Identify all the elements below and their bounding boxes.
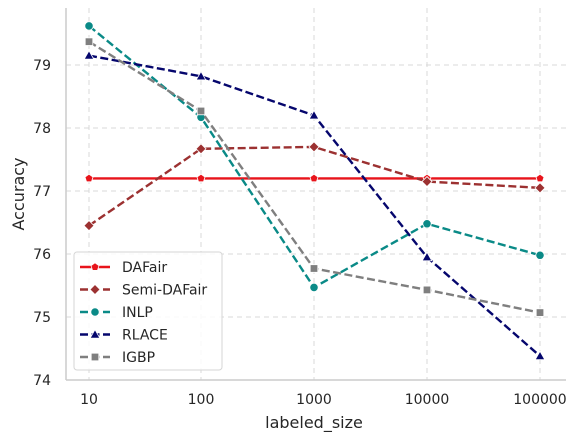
data-point bbox=[196, 106, 206, 116]
x-tick-label: 10000 bbox=[405, 392, 450, 408]
series-dafair bbox=[84, 173, 545, 183]
data-point bbox=[309, 173, 319, 183]
series-semi-dafair bbox=[83, 141, 546, 232]
series-line bbox=[88, 145, 541, 227]
legend: DAFair Semi-DAFair INLP RLACE IGBP bbox=[73, 251, 223, 371]
y-tick-label: 78 bbox=[33, 121, 51, 137]
series bbox=[83, 21, 546, 361]
data-point bbox=[90, 352, 100, 362]
data-point bbox=[309, 282, 319, 292]
data-point bbox=[195, 143, 207, 155]
legend-entry: Semi-DAFair bbox=[80, 283, 207, 299]
data-point bbox=[84, 21, 94, 31]
series-igbp bbox=[84, 37, 545, 317]
data-point bbox=[421, 175, 433, 188]
x-tick-label: 100000 bbox=[513, 392, 566, 408]
data-point bbox=[84, 37, 94, 46]
axes bbox=[65, 8, 566, 381]
legend-entry: IGBP bbox=[80, 350, 155, 366]
data-point bbox=[308, 109, 320, 120]
legend-label: IGBP bbox=[122, 350, 155, 366]
data-point bbox=[422, 285, 432, 295]
data-point bbox=[90, 307, 100, 317]
data-point bbox=[534, 182, 546, 194]
legend-label: RLACE bbox=[122, 328, 168, 344]
legend-label: Semi-DAFair bbox=[122, 283, 207, 299]
legend-box bbox=[73, 251, 223, 371]
y-tick-label: 75 bbox=[33, 310, 51, 326]
tick-labels: 10 100 1000 10000 100000 74 75 76 77 78 79 bbox=[33, 58, 567, 408]
x-axis-title: labeled_size bbox=[265, 413, 363, 433]
x-tick-label: 10 bbox=[80, 392, 98, 408]
y-tick-label: 79 bbox=[33, 58, 51, 74]
data-point bbox=[535, 250, 545, 260]
data-point bbox=[196, 173, 206, 183]
y-axis-title: Accuracy bbox=[9, 157, 28, 230]
y-tick-label: 76 bbox=[33, 247, 51, 263]
data-point bbox=[195, 70, 207, 81]
data-point bbox=[84, 173, 94, 183]
data-point bbox=[309, 264, 319, 273]
data-point bbox=[421, 251, 433, 262]
legend-entry: INLP bbox=[80, 305, 153, 321]
data-point bbox=[308, 141, 320, 153]
x-tick-label: 100 bbox=[188, 392, 215, 408]
data-point bbox=[535, 173, 545, 183]
y-tick-label: 77 bbox=[33, 184, 51, 200]
legend-entry: DAFair bbox=[80, 260, 167, 276]
data-point bbox=[83, 220, 95, 232]
legend-entry: RLACE bbox=[80, 328, 168, 344]
x-tick-label: 1000 bbox=[296, 392, 332, 408]
data-point bbox=[89, 283, 101, 296]
legend-label: INLP bbox=[122, 305, 153, 321]
data-point bbox=[83, 49, 95, 60]
y-tick-label: 74 bbox=[33, 373, 51, 389]
data-point bbox=[422, 219, 432, 229]
data-point bbox=[535, 308, 545, 317]
data-point bbox=[89, 328, 101, 339]
data-point bbox=[534, 350, 546, 361]
data-point bbox=[90, 262, 100, 271]
legend-label: DAFair bbox=[122, 260, 167, 276]
series-rlace bbox=[83, 49, 546, 361]
